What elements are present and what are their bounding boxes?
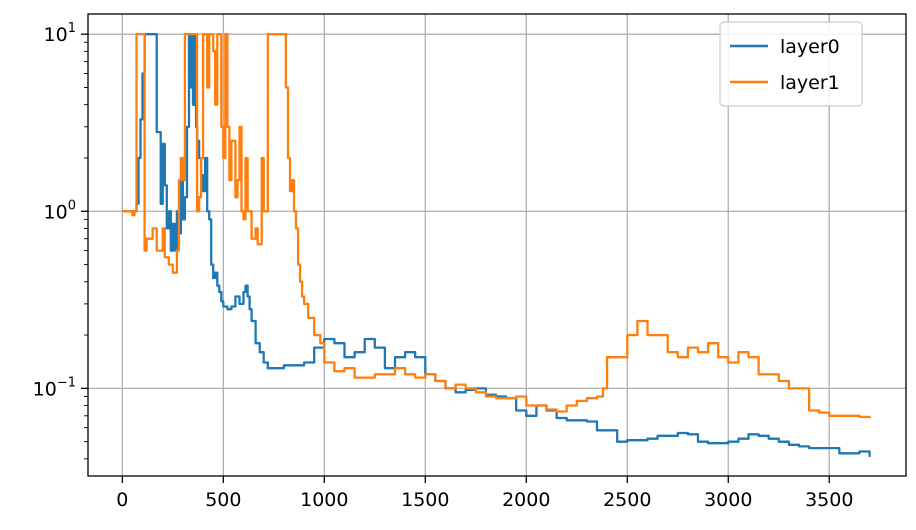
x-tick-label: 1500 (401, 489, 449, 511)
x-tick-label: 3000 (704, 489, 752, 511)
axes-frame (87, 13, 907, 477)
x-tick-label: 2500 (603, 489, 651, 511)
x-tick-label: 2000 (502, 489, 550, 511)
legend-label-layer1: layer1 (780, 72, 840, 94)
x-tick-label: 0 (116, 489, 128, 511)
axis-ticks: 0 500 1000 1500 2000 2500 3000 3500 101 100 10−1 (33, 21, 854, 511)
y-tick-label: 101 (44, 21, 76, 46)
legend-label-layer0: layer0 (780, 36, 840, 58)
series-line-layer0 (122, 33, 871, 457)
legend-box (719, 21, 863, 107)
y-tick-label: 10−1 (33, 375, 76, 400)
series-line-layer1 (122, 33, 871, 419)
x-tick-label: 500 (205, 489, 241, 511)
x-tick-label: 1000 (300, 489, 348, 511)
x-tick-label: 3500 (805, 489, 853, 511)
series-lines (122, 33, 871, 457)
y-tick-label: 100 (44, 198, 76, 223)
legend: layer0 layer1 (719, 21, 863, 107)
